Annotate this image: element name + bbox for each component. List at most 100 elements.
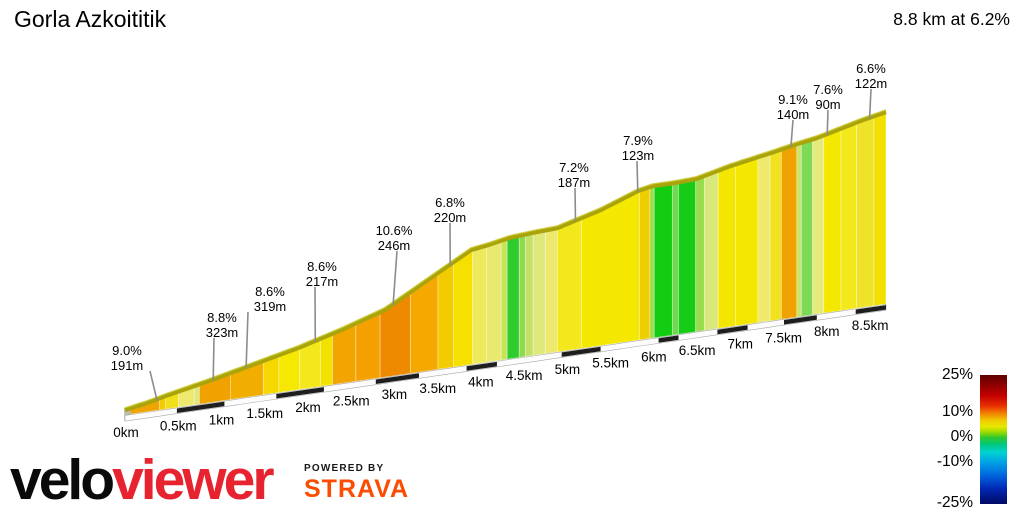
gradient-band [695, 175, 705, 333]
x-axis-label: 5.5km [592, 356, 629, 371]
gradient-band [437, 261, 455, 370]
segment-annotation: 7.9% 123m [622, 133, 655, 193]
strava-logo: STRAVA [304, 475, 410, 503]
annotation-text: 8.6% 319m [254, 284, 287, 314]
x-axis-label: 2.5km [333, 394, 370, 409]
gradient-band [556, 217, 583, 353]
powered-by-strava: POWERED BY STRAVA [304, 463, 409, 502]
ruler-dash [658, 335, 679, 343]
annotation-leader-line [868, 88, 872, 119]
segment-annotation: 7.2% 187m [558, 160, 591, 222]
annotation-leader-line [574, 187, 577, 222]
ruler-dash [375, 373, 419, 384]
gradient-band [486, 239, 502, 363]
gradient-band [678, 178, 697, 335]
x-axis-label: 4.5km [506, 368, 543, 383]
annotation-leader-line [149, 370, 158, 401]
powered-by-label: POWERED BY [304, 463, 385, 474]
ruler-dash [717, 325, 748, 335]
x-axis-label: 6km [641, 349, 667, 364]
x-axis-label: 0.5km [160, 419, 197, 434]
annotation-text: 6.6% 122m [855, 61, 888, 91]
x-axis-label: 3.5km [419, 381, 456, 396]
ruler-dash [466, 361, 497, 371]
x-axis-labels: 0km 0.5km 1km 1.5km 2km 2.5km 3km 3.5km 4km 4.5km… [113, 318, 888, 440]
x-axis-label: 3km [382, 387, 408, 402]
gradient-band [544, 227, 558, 355]
x-axis-label: 4km [468, 375, 494, 390]
segment-annotation: 10.6% 246m [376, 223, 413, 306]
gradient-band [717, 163, 736, 330]
segment-annotation: 8.8% 323m [206, 310, 239, 381]
segment-annotation: 6.8% 220m [434, 195, 467, 266]
gradient-band [823, 127, 842, 314]
x-axis-label: 6.5km [679, 343, 716, 358]
gradient-band [671, 181, 679, 336]
x-axis-label: 8.5km [852, 318, 889, 333]
gradient-band [532, 229, 546, 357]
annotation-leader-line [212, 337, 215, 381]
gradient-band [840, 121, 858, 312]
gradient-band [319, 332, 333, 388]
gradient-band [639, 186, 651, 341]
gradient-band [649, 185, 655, 339]
segment-annotation: 7.6% 90m [813, 82, 843, 135]
page-title: Gorla Azkoititik [14, 6, 167, 32]
x-axis-label: 1.5km [246, 406, 283, 421]
climb-summary: 8.8 km at 6.2% [893, 9, 1010, 29]
gradient-band [800, 138, 813, 317]
gradient-band [518, 233, 526, 359]
veloviewer-logo-viewer: viewer [112, 447, 274, 512]
annotation-leader-line [790, 119, 794, 148]
distance-ruler-dashes [176, 305, 886, 413]
gradient-band [524, 232, 534, 358]
gradient-band [500, 237, 508, 361]
annotation-text: 9.0% 191m [111, 343, 144, 373]
x-axis-label: 8km [814, 324, 840, 339]
gradient-band [703, 169, 719, 332]
gradient-band [506, 235, 520, 360]
annotation-text: 8.6% 217m [306, 259, 339, 289]
ruler-dash [784, 315, 817, 325]
x-axis-label: 1km [209, 412, 235, 427]
veloviewer-logo: velo viewer [10, 447, 275, 512]
x-axis-label: 0km [113, 425, 139, 440]
gradient-band [796, 142, 802, 318]
annotation-leader-line [392, 250, 398, 306]
gradient-band [472, 244, 487, 365]
profile-top-edge-highlight [124, 109, 887, 409]
annotation-leader-line [826, 109, 829, 135]
annotation-text: 7.2% 187m [558, 160, 591, 190]
gradient-band [812, 134, 825, 316]
gradient-band [780, 143, 798, 320]
segment-annotation: 9.0% 191m [111, 343, 158, 401]
x-axis-label: 2km [295, 400, 321, 415]
ruler-dash [855, 305, 886, 314]
ruler-dash [561, 346, 601, 357]
segment-annotation: 6.6% 122m [855, 61, 888, 119]
x-axis-label: 5km [555, 362, 581, 377]
annotation-text: 9.1% 140m [777, 92, 810, 122]
gradient-band [873, 111, 887, 307]
ruler-dash [276, 387, 324, 399]
ruler-dash [176, 401, 225, 413]
gradient-band [856, 115, 875, 309]
annotation-text: 10.6% 246m [376, 223, 413, 253]
annotation-text: 7.9% 123m [622, 133, 655, 163]
x-axis-label: 7.5km [765, 330, 802, 345]
gradient-band [735, 156, 759, 327]
segment-annotation: 9.1% 140m [777, 92, 810, 148]
x-axis-label: 7km [728, 337, 754, 352]
gradient-band [453, 248, 474, 368]
annotation-leader-line [245, 311, 249, 369]
annotation-text: 6.8% 220m [434, 195, 467, 225]
annotation-text: 8.8% 323m [206, 310, 239, 340]
veloviewer-logo-velo: velo [10, 447, 115, 512]
gradient-band [653, 182, 673, 339]
segment-annotation: 8.6% 217m [306, 259, 339, 342]
profile-top-edge [124, 109, 887, 413]
gradient-band [757, 152, 771, 324]
annotation-leader-line [636, 160, 639, 193]
